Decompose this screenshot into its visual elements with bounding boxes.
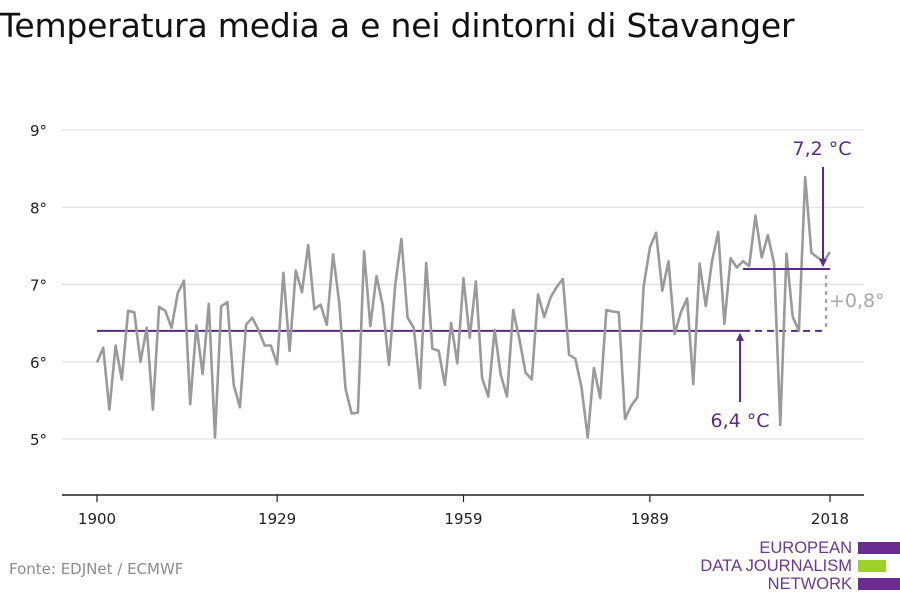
recent-average-label: 7,2 °C [792, 138, 851, 160]
difference-label: +0,8° [829, 290, 885, 312]
temperature-series-line [95, 175, 832, 439]
y-tick-label: 6° [30, 354, 47, 372]
y-tick-label: 8° [30, 199, 47, 217]
x-tick-label: 2018 [811, 510, 849, 528]
logo-line-3: NETWORK [767, 575, 852, 593]
x-tick-label: 1929 [258, 510, 296, 528]
x-tick-label: 1959 [444, 510, 482, 528]
y-tick-label: 5° [30, 431, 47, 449]
y-tick-label: 9° [30, 122, 47, 140]
logo-bar-purple-bottom [858, 578, 900, 590]
logo-line-1: EUROPEAN [759, 539, 852, 557]
logo-bar-purple-top [858, 542, 900, 554]
y-tick-label: 7° [30, 277, 47, 295]
logo-bar-green [858, 560, 886, 572]
edjnet-logo: EUROPEAN DATA JOURNALISM NETWORK [700, 538, 900, 598]
x-tick-label: 1989 [631, 510, 669, 528]
logo-line-2: DATA JOURNALISM [700, 557, 852, 575]
x-tick-label: 1900 [78, 510, 116, 528]
chart-title: Temperatura media a e nei dintorni di St… [0, 6, 795, 45]
baseline-average-label: 6,4 °C [711, 410, 770, 432]
source-note: Fonte: EDJNet / ECMWF [9, 560, 184, 578]
